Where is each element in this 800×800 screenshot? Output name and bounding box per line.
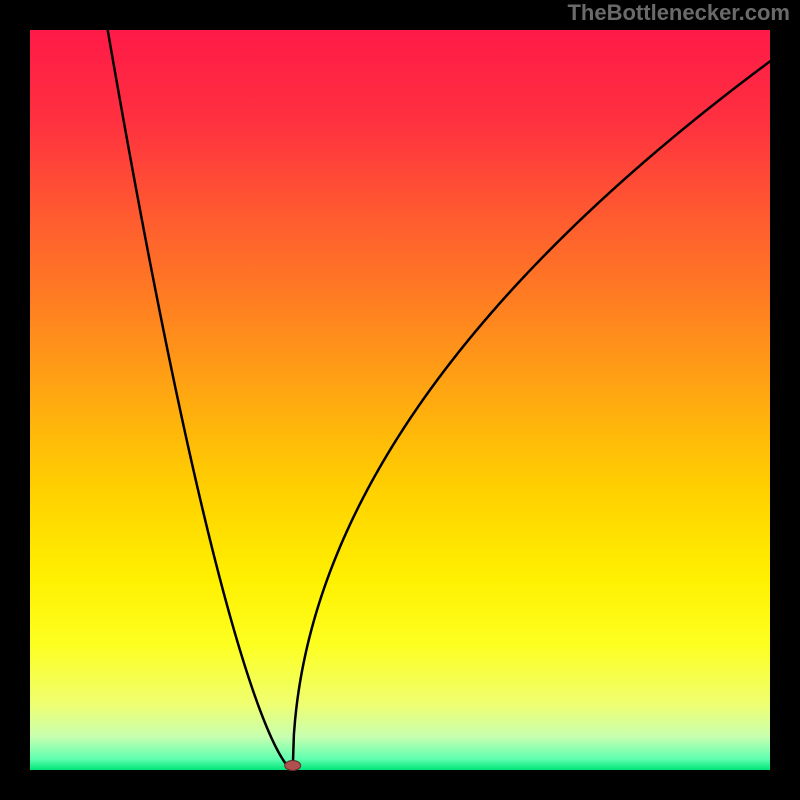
plot-background	[30, 30, 770, 770]
bottleneck-chart	[0, 0, 800, 800]
chart-canvas: TheBottlenecker.com	[0, 0, 800, 800]
optimum-marker	[285, 761, 301, 771]
watermark-text: TheBottlenecker.com	[567, 0, 790, 26]
